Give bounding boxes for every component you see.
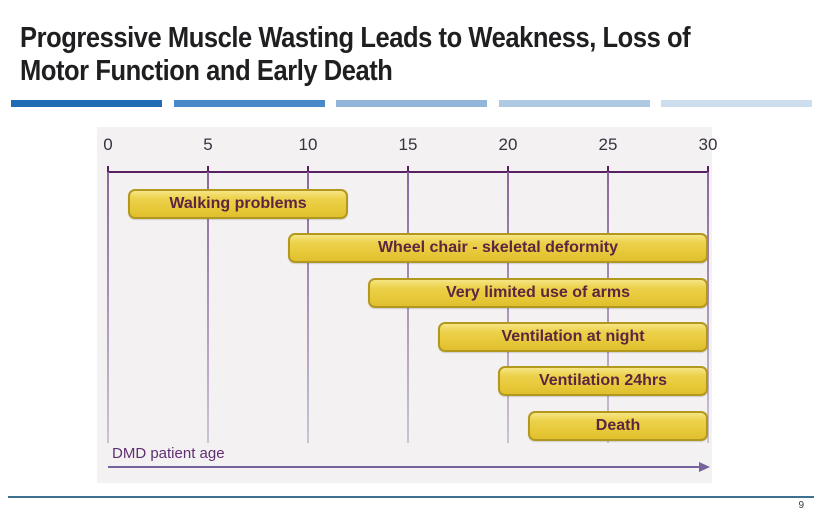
title-line-2: Motor Function and Early Death: [20, 55, 393, 88]
footer-divider: [8, 496, 814, 498]
gantt-bar-label: Ventilation 24hrs: [538, 372, 668, 389]
gridline-30: [707, 172, 709, 443]
accent-segment-5: [661, 100, 812, 107]
title-line-1: Progressive Muscle Wasting Leads to Weak…: [20, 22, 691, 54]
gantt-bar-walking-problems: Walking problems: [128, 189, 348, 219]
x-tick-label-5: 5: [203, 135, 213, 154]
slide-title: Progressive Muscle Wasting Leads to Weak…: [20, 22, 715, 88]
gantt-chart-panel: 0 5 10 15 20 25 30 Walking problems Wheel chair…: [97, 127, 717, 483]
x-tick-label-20: 20: [498, 135, 518, 154]
gantt-bar-label: Walking problems: [169, 195, 307, 212]
age-axis-label: DMD patient age: [112, 445, 225, 462]
title-accent-bar: [0, 100, 820, 107]
gridline-10: [307, 172, 309, 443]
gantt-bar-ventilation-24hrs: Ventilation 24hrs: [498, 366, 708, 396]
page-number: 9: [798, 500, 804, 511]
gantt-bar-wheel-chair-skeletal-deformity: Wheel chair - skeletal deformity: [288, 233, 708, 263]
accent-segment-3: [336, 100, 487, 107]
gridline-5: [207, 172, 209, 443]
gantt-bar-label: Very limited use of arms: [445, 284, 631, 301]
accent-segment-2: [174, 100, 325, 107]
accent-segment-4: [499, 100, 650, 107]
age-axis-arrow: [108, 462, 710, 472]
x-tick-label-30: 30: [698, 135, 718, 154]
gantt-bar-very-limited-use-of-arms: Very limited use of arms: [368, 278, 708, 308]
x-tick-label-25: 25: [598, 135, 618, 154]
gantt-bar-death: Death: [528, 411, 708, 441]
x-tick-label-10: 10: [298, 135, 318, 154]
x-tick-label-0: 0: [103, 135, 113, 154]
x-tick-label-15: 15: [398, 135, 418, 154]
gridline-0: [107, 172, 109, 443]
gantt-bar-label: Ventilation at night: [501, 328, 645, 345]
gantt-bar-label: Wheel chair - skeletal deformity: [377, 239, 619, 256]
accent-segment-1: [11, 100, 162, 107]
gantt-bar-ventilation-at-night: Ventilation at night: [438, 322, 708, 352]
gantt-bar-label: Death: [595, 417, 641, 434]
